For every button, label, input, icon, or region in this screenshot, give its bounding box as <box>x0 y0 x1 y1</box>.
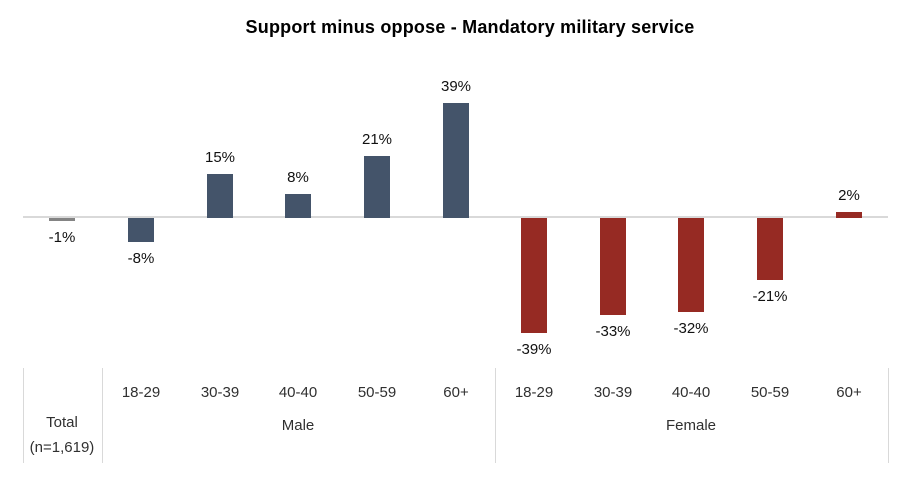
value-label-male-50-59: 21% <box>361 131 393 148</box>
axis-label-female-40-40: 40-40 <box>671 384 711 401</box>
value-label-male-30-39: 15% <box>204 149 236 166</box>
bar-male-50-59 <box>364 156 390 218</box>
group-label-male: Male <box>281 417 315 434</box>
value-label-female-18-29: -39% <box>516 341 552 358</box>
bar-female-18-29 <box>521 218 547 333</box>
bar-male-40-40 <box>285 194 311 218</box>
value-label-total-total: -1% <box>48 229 76 246</box>
axis-label-male-50-59: 50-59 <box>357 384 397 401</box>
value-label-female-60: 2% <box>838 187 860 204</box>
value-label-female-30-39: -33% <box>595 323 631 340</box>
chart-title: Support minus oppose - Mandatory militar… <box>245 17 695 37</box>
axis-separator-2 <box>495 368 496 463</box>
bar-female-60 <box>836 212 862 218</box>
axis-label-female-60: 60+ <box>836 384 862 401</box>
value-label-male-40-40: 8% <box>287 169 309 186</box>
axis-label-female-50-59: 50-59 <box>750 384 790 401</box>
axis-label-male-60: 60+ <box>443 384 469 401</box>
axis-label-female-18-29: 18-29 <box>514 384 554 401</box>
axis-separator-3 <box>888 368 889 463</box>
axis-label-male-40-40: 40-40 <box>278 384 318 401</box>
axis-label-female-30-39: 30-39 <box>593 384 633 401</box>
bar-female-30-39 <box>600 218 626 315</box>
group-label-total-line1: Total <box>46 414 78 431</box>
bar-female-50-59 <box>757 218 783 280</box>
bar-male-30-39 <box>207 174 233 218</box>
value-label-male-18-29: -8% <box>127 250 155 267</box>
value-label-male-60: 39% <box>440 78 472 95</box>
axis-label-male-18-29: 18-29 <box>121 384 161 401</box>
group-label-female: Female <box>665 417 717 434</box>
axis-separator-1 <box>102 368 103 463</box>
axis-separator-0 <box>23 368 24 463</box>
bar-female-40-40 <box>678 218 704 312</box>
bar-male-18-29 <box>128 218 154 242</box>
bar-total-total <box>49 218 75 221</box>
group-label-total-line2: (n=1,619) <box>29 439 95 456</box>
bar-male-60 <box>443 103 469 218</box>
axis-label-male-30-39: 30-39 <box>200 384 240 401</box>
value-label-female-40-40: -32% <box>673 320 709 337</box>
value-label-female-50-59: -21% <box>752 288 788 305</box>
